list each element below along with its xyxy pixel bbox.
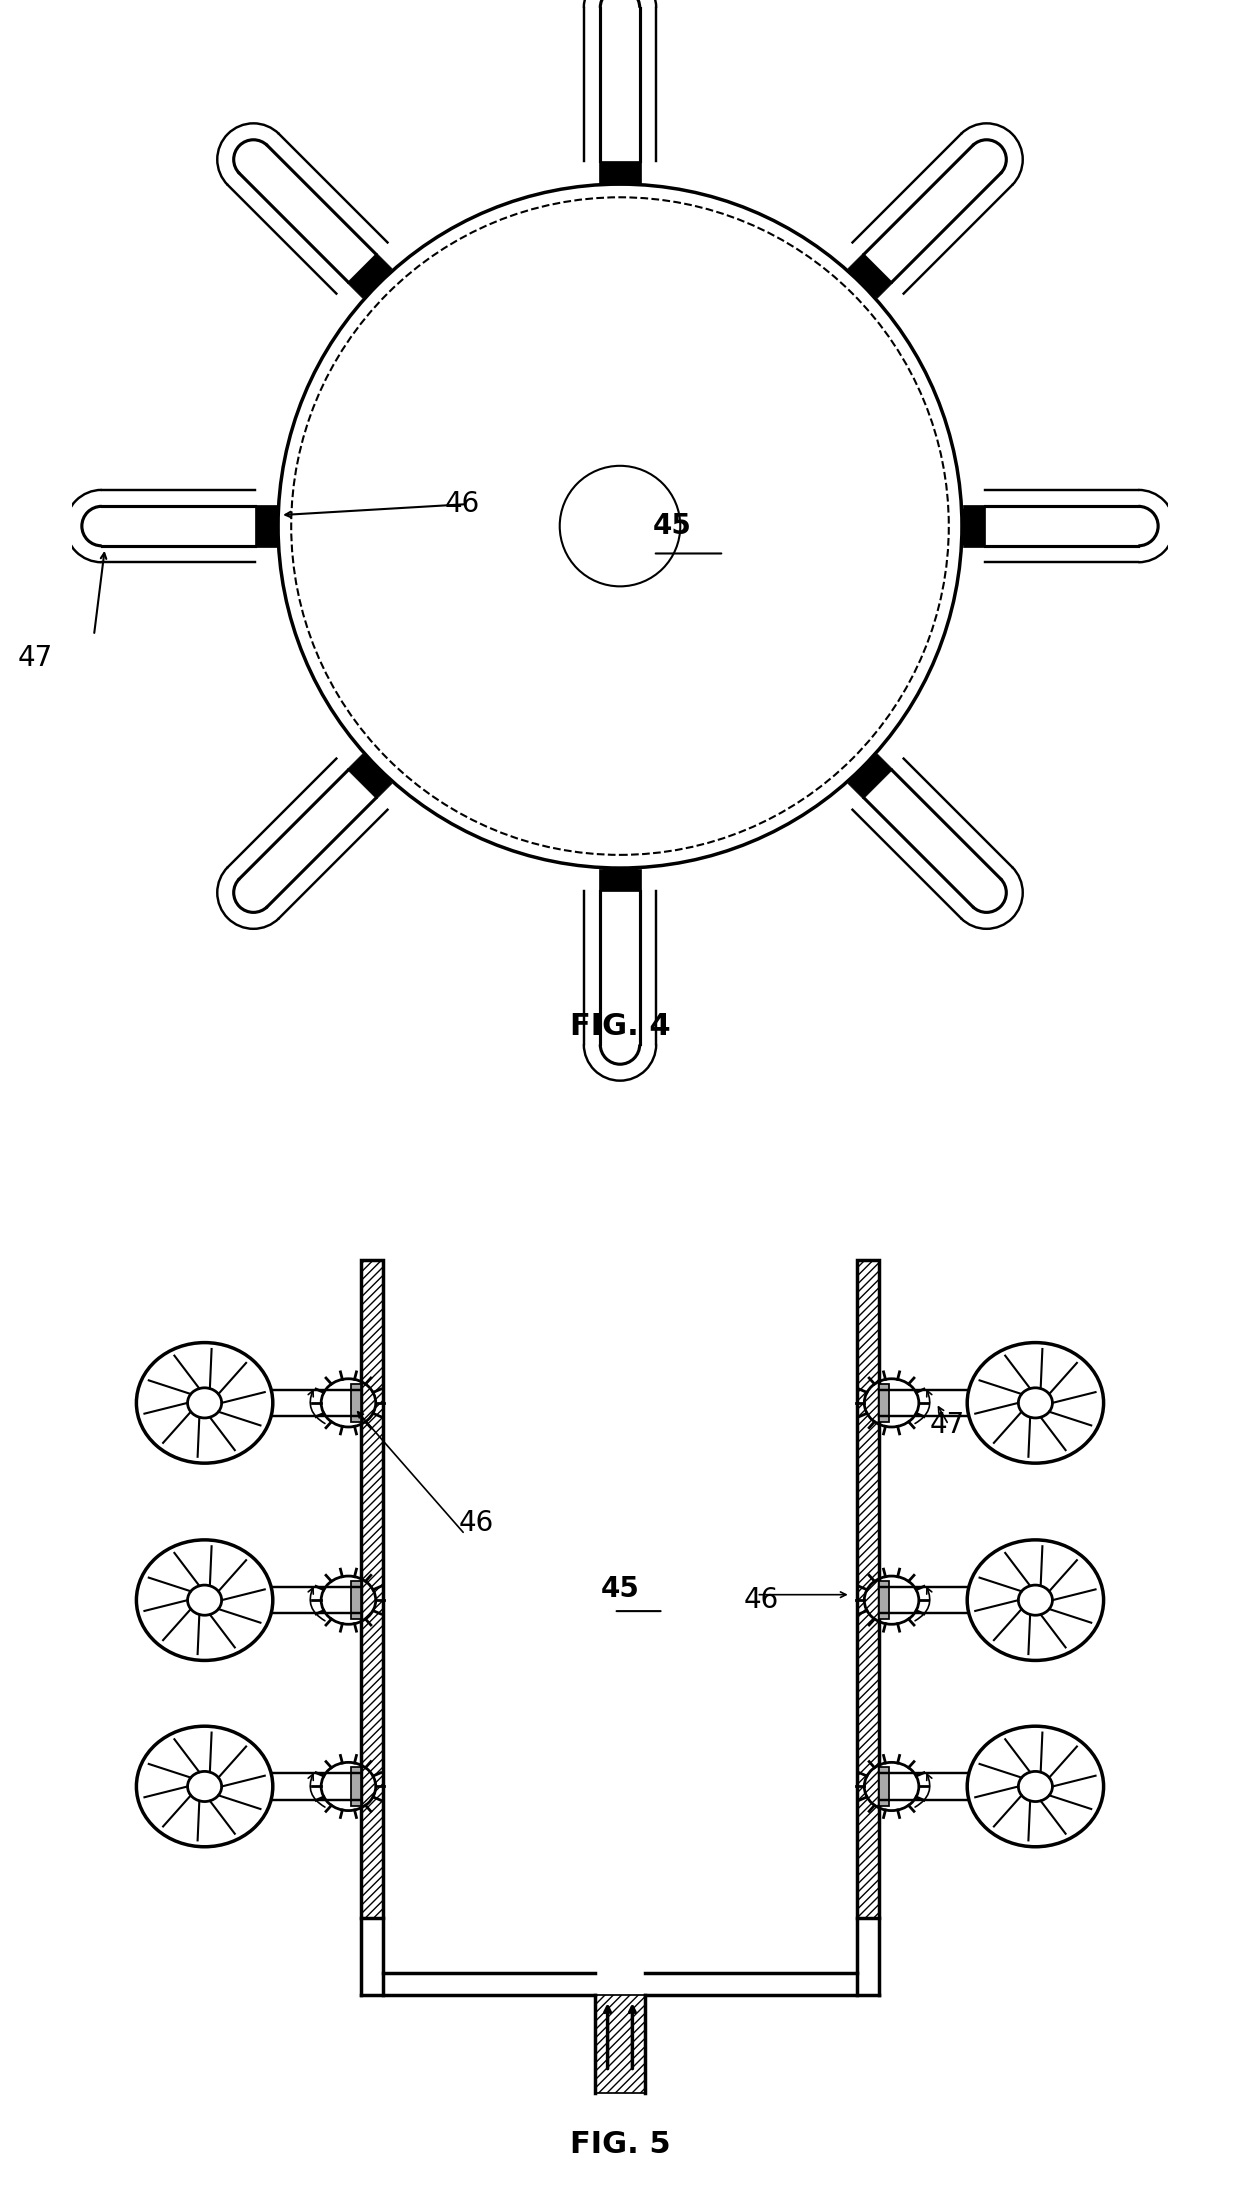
Text: 46: 46 [744, 1587, 779, 1613]
Polygon shape [347, 754, 392, 798]
Polygon shape [347, 254, 392, 298]
Bar [857, 1260, 879, 1918]
Text: 46: 46 [459, 1510, 494, 1537]
Text: 46: 46 [445, 491, 480, 517]
Text: FIG. 4: FIG. 4 [569, 1013, 671, 1041]
Text: FIG. 5: FIG. 5 [569, 2131, 671, 2159]
Text: 47: 47 [17, 644, 52, 671]
Text: 45: 45 [600, 1576, 640, 1602]
Bar [351, 1580, 361, 1620]
Bar [857, 1260, 879, 1918]
Bar [879, 1580, 889, 1620]
Text: 47: 47 [930, 1412, 965, 1438]
Bar [361, 1260, 383, 1918]
Bar [595, 1995, 645, 2093]
Polygon shape [963, 504, 985, 548]
Polygon shape [848, 254, 893, 298]
Bar [879, 1767, 889, 1806]
Polygon shape [599, 162, 641, 184]
Text: 45: 45 [653, 513, 692, 539]
Bar [879, 1383, 889, 1423]
Bar [361, 1260, 383, 1918]
Polygon shape [848, 754, 893, 798]
Polygon shape [599, 868, 641, 890]
Polygon shape [255, 504, 277, 548]
Bar [351, 1767, 361, 1806]
Bar [351, 1383, 361, 1423]
